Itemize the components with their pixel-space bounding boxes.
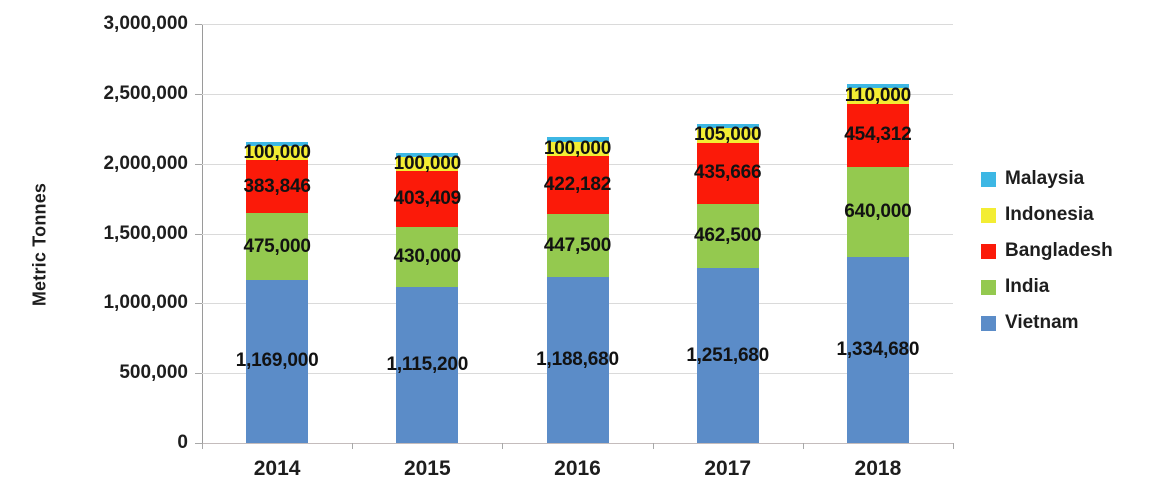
- x-axis-label-2017: 2017: [704, 457, 752, 480]
- bar-segment-vietnam-2015: [396, 287, 459, 443]
- bar-value-label-vietnam-2015: 1,115,200: [386, 354, 469, 376]
- x-axis-tick: [502, 443, 504, 449]
- bar-value-label-bangladesh-2015: 403,409: [393, 188, 461, 210]
- bar-segment-bangladesh-2014: [246, 159, 309, 214]
- bar-value-label-bangladesh-2018: 454,312: [844, 124, 912, 146]
- y-tick-label: 0: [177, 432, 188, 453]
- bar-value-label-vietnam-2018: 1,334,680: [836, 338, 920, 360]
- bar-segment-indonesia-2014: [246, 145, 309, 160]
- gridline: [202, 24, 953, 25]
- bar-segment-malaysia-2016: [546, 137, 609, 142]
- bar-segment-india-2014: [246, 213, 309, 280]
- bar-value-label-indonesia-2014: 100,000: [243, 141, 311, 163]
- bar-value-label-india-2018: 640,000: [844, 200, 912, 222]
- legend-label-bangladesh: Bangladesh: [1005, 240, 1113, 261]
- bar-value-label-india-2015: 430,000: [393, 246, 461, 268]
- bar-value-label-bangladesh-2014: 383,846: [243, 175, 311, 197]
- bar-segment-malaysia-2017: [696, 123, 759, 129]
- bar-segment-malaysia-2014: [246, 141, 309, 146]
- x-axis-tick: [652, 443, 654, 449]
- bar-segment-bangladesh-2016: [546, 155, 609, 215]
- bar-value-label-bangladesh-2017: 435,666: [694, 162, 762, 184]
- bar-segment-indonesia-2016: [546, 141, 609, 156]
- bar-segment-india-2017: [696, 203, 759, 269]
- bar-value-label-india-2014: 475,000: [243, 235, 311, 257]
- x-axis-label-2016: 2016: [554, 457, 601, 480]
- y-axis-tick: [195, 163, 202, 165]
- bar-value-label-indonesia-2015: 100,000: [393, 152, 461, 174]
- legend-swatch-indonesia: [981, 207, 996, 223]
- y-axis-title: Metric Tonnes: [29, 182, 50, 307]
- x-axis-tick: [802, 443, 804, 449]
- bar-value-label-vietnam-2016: 1,188,680: [536, 348, 619, 370]
- x-axis-label-2015: 2015: [403, 457, 451, 480]
- y-axis-line: [202, 24, 203, 449]
- y-axis-tick: [195, 443, 202, 444]
- x-axis-tick: [352, 443, 354, 449]
- bar-segment-bangladesh-2015: [396, 170, 459, 228]
- bar-value-label-indonesia-2016: 100,000: [543, 137, 612, 159]
- bar-segment-indonesia-2015: [396, 156, 459, 171]
- bar-value-label-vietnam-2017: 1,251,680: [686, 344, 770, 366]
- bar-segment-vietnam-2014: [246, 279, 309, 443]
- legend-item-indonesia: Indonesia: [981, 197, 1113, 233]
- gridline: [202, 93, 953, 95]
- y-axis-tick: [195, 303, 202, 305]
- y-tick-label: 1,000,000: [103, 292, 188, 314]
- legend-item-india: India: [981, 269, 1113, 305]
- legend-item-bangladesh: Bangladesh: [981, 233, 1113, 269]
- x-axis-tick: [202, 443, 203, 449]
- x-axis-tick: [953, 443, 954, 449]
- x-axis-line: [202, 443, 953, 444]
- legend-item-vietnam: Vietnam: [981, 305, 1113, 341]
- x-axis-label-2018: 2018: [854, 457, 902, 480]
- legend-swatch-malaysia: [981, 171, 996, 187]
- legend-label-vietnam: Vietnam: [1005, 312, 1079, 333]
- bar-value-label-india-2017: 462,500: [694, 224, 762, 246]
- y-axis-tick: [195, 24, 202, 25]
- legend-label-indonesia: Indonesia: [1005, 204, 1094, 225]
- bar-segment-vietnam-2016: [546, 276, 609, 443]
- y-tick-label: 500,000: [119, 362, 188, 384]
- y-tick-label: 1,500,000: [103, 222, 188, 244]
- y-axis-tick: [195, 233, 202, 235]
- bar-segment-bangladesh-2017: [696, 142, 759, 204]
- y-tick-label: 2,500,000: [103, 82, 188, 104]
- legend-item-malaysia: Malaysia: [981, 161, 1113, 197]
- bar-segment-india-2018: [846, 167, 909, 257]
- legend-swatch-vietnam: [981, 315, 996, 331]
- bar-segment-india-2016: [546, 214, 609, 277]
- bar-value-label-indonesia-2018: 110,000: [844, 85, 912, 107]
- y-tick-label: 3,000,000: [103, 13, 188, 34]
- y-axis-tick: [195, 93, 202, 95]
- bar-segment-vietnam-2018: [846, 256, 909, 443]
- legend-label-india: India: [1005, 276, 1050, 297]
- bar-value-label-india-2016: 447,500: [543, 234, 612, 256]
- bar-segment-india-2015: [396, 227, 459, 288]
- chart-legend: Malaysia Indonesia Bangladesh India Vietnam: [981, 161, 1113, 341]
- bar-segment-malaysia-2018: [846, 84, 909, 89]
- bar-value-label-vietnam-2014: 1,169,000: [235, 350, 319, 372]
- y-tick-label: 2,000,000: [103, 152, 188, 174]
- bar-value-label-bangladesh-2016: 422,182: [543, 173, 612, 195]
- y-axis-tick: [195, 373, 202, 375]
- legend-swatch-bangladesh: [981, 243, 996, 259]
- legend-label-malaysia: Malaysia: [1005, 168, 1085, 189]
- bar-value-label-indonesia-2017: 105,000: [694, 124, 762, 146]
- bar-segment-indonesia-2017: [696, 128, 759, 143]
- bar-segment-bangladesh-2018: [846, 103, 909, 168]
- legend-swatch-india: [981, 279, 996, 295]
- x-axis-label-2014: 2014: [253, 457, 301, 480]
- bar-segment-vietnam-2017: [696, 268, 759, 443]
- bar-segment-indonesia-2018: [846, 88, 909, 104]
- bar-segment-malaysia-2015: [396, 152, 459, 157]
